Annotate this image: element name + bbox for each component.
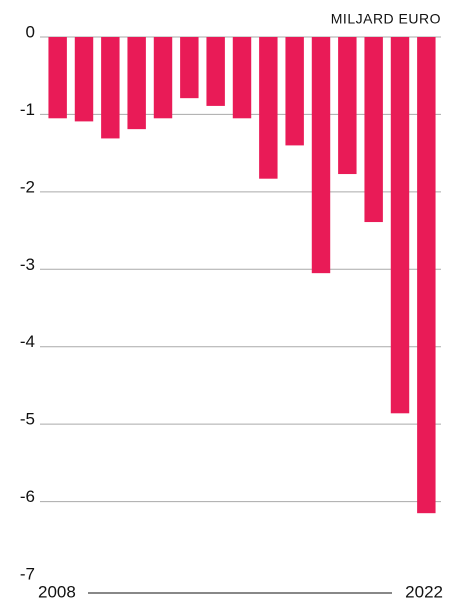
bar (101, 37, 120, 139)
x-tick-label: 2008 (38, 582, 76, 601)
y-tick-label: -3 (20, 255, 35, 274)
bar (206, 37, 225, 106)
bar (153, 37, 173, 119)
bar (74, 37, 94, 122)
bar (259, 37, 278, 179)
bar (364, 37, 383, 223)
bar (417, 37, 436, 514)
y-tick-label: -1 (20, 100, 35, 119)
y-tick-label: -7 (20, 564, 35, 583)
bar (232, 37, 252, 119)
bar (127, 37, 146, 130)
y-tick-label: -4 (20, 332, 35, 351)
bar (311, 37, 331, 274)
y-tick-label: -5 (20, 410, 35, 429)
chart-title: MILJARD EURO (331, 11, 441, 27)
bar (338, 37, 357, 175)
bar (48, 37, 67, 119)
x-tick-label: 2022 (405, 582, 443, 601)
y-tick-label: -2 (20, 177, 35, 196)
y-tick-label: 0 (26, 22, 35, 41)
bar (180, 37, 199, 99)
bar (285, 37, 304, 146)
y-tick-label: -6 (20, 487, 35, 506)
bar (390, 37, 410, 414)
